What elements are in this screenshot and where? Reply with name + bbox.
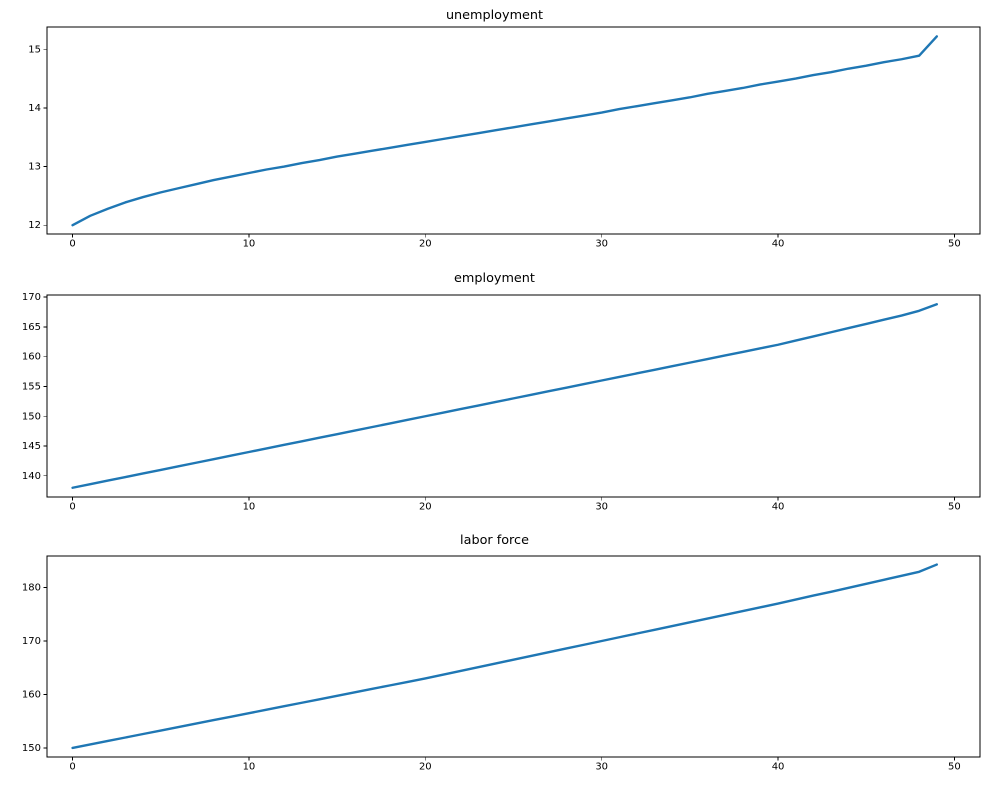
ytick-label: 145 [22, 441, 41, 452]
xtick-label: 10 [243, 238, 256, 249]
xtick-label: 30 [595, 761, 608, 772]
data-line [71, 35, 938, 227]
ytick-label: 14 [28, 103, 41, 114]
xtick-label: 0 [69, 238, 75, 249]
data-line [71, 303, 938, 489]
data-line [71, 563, 938, 750]
ytick-label: 155 [22, 381, 41, 392]
xtick-label: 20 [419, 501, 432, 512]
ytick-label: 150 [22, 411, 41, 422]
ytick-label: 140 [22, 471, 41, 482]
ytick-label: 15 [28, 44, 41, 55]
subplot-title-unemployment: unemployment [445, 8, 544, 23]
xtick-label: 30 [595, 501, 608, 512]
subplot-title-employment: employment [454, 271, 535, 286]
ytick-label: 160 [22, 689, 41, 700]
xtick-label: 10 [243, 501, 256, 512]
xtick-label: 50 [948, 238, 961, 249]
xtick-label: 0 [69, 501, 75, 512]
xtick-label: 50 [948, 761, 961, 772]
ytick-label: 150 [22, 743, 41, 754]
xtick-label: 50 [948, 501, 961, 512]
ytick-label: 12 [28, 220, 41, 231]
ytick-label: 160 [22, 352, 41, 363]
subplot-title-labor-force: labor force [460, 533, 529, 548]
xtick-label: 40 [772, 238, 785, 249]
xtick-label: 20 [419, 238, 432, 249]
xtick-label: 40 [772, 501, 785, 512]
ytick-label: 170 [22, 292, 41, 303]
xtick-label: 10 [243, 761, 256, 772]
ytick-label: 180 [22, 583, 41, 594]
xtick-label: 30 [595, 238, 608, 249]
ytick-label: 13 [28, 162, 41, 173]
xtick-label: 0 [69, 761, 75, 772]
ytick-label: 170 [22, 636, 41, 647]
xtick-label: 40 [772, 761, 785, 772]
ytick-label: 165 [22, 322, 41, 333]
xtick-label: 20 [419, 761, 432, 772]
